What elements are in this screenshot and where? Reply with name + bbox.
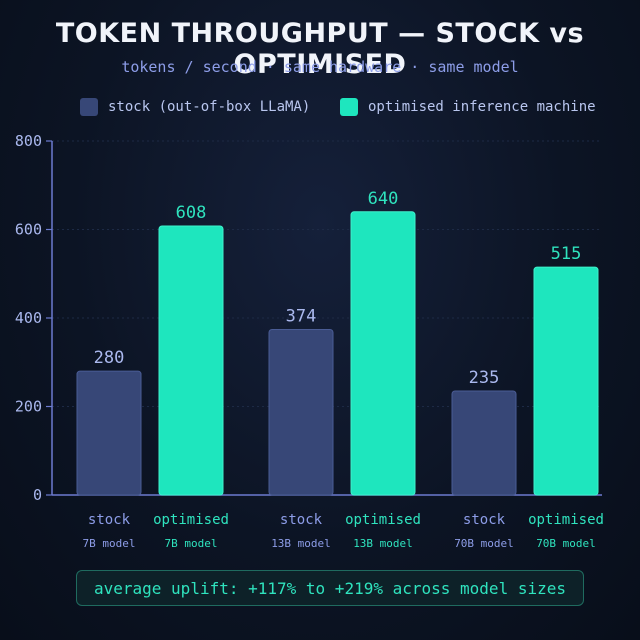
y-tick-label: 600 (15, 221, 42, 239)
x-category-label: optimised (528, 512, 604, 528)
y-tick-label: 800 (15, 132, 42, 150)
chart-title: TOKEN THROUGHPUT — STOCK vs OPTIMISED (55, 18, 585, 80)
legend-swatch-optimised (340, 98, 358, 116)
x-category-sublabel: 13B model (271, 537, 331, 550)
bar-value-label: 235 (469, 368, 500, 388)
x-category-sublabel: 7B model (165, 537, 218, 550)
legend-item-optimised: optimised inference machine (340, 96, 596, 118)
chart-subtitle: tokens / second · same hardware · same m… (121, 58, 519, 76)
x-category-sublabel: 70B model (536, 537, 596, 550)
bar-value-label: 640 (368, 189, 399, 209)
x-category-sublabel: 13B model (353, 537, 413, 550)
legend-label-stock: stock (out-of-box LLaMA) (108, 99, 311, 115)
bar-value-label: 374 (286, 307, 317, 327)
bar-optimised (533, 266, 599, 496)
y-tick-label: 400 (15, 309, 42, 327)
legend-label-optimised: optimised inference machine (368, 99, 596, 115)
legend-swatch-stock (80, 98, 98, 116)
x-category-label: stock (88, 512, 131, 528)
legend-item-stock: stock (out-of-box LLaMA) (80, 96, 310, 118)
bar-optimised (350, 211, 416, 496)
x-category-label: stock (463, 512, 506, 528)
bar-stock (268, 329, 334, 496)
x-category-label: stock (280, 512, 323, 528)
x-category-sublabel: 7B model (83, 537, 136, 550)
bar-value-label: 608 (176, 203, 207, 223)
bar-stock (76, 370, 142, 496)
x-category-label: optimised (345, 512, 421, 528)
uplift-summary-box: average uplift: +117% to +219% across mo… (76, 570, 584, 606)
y-tick-label: 200 (15, 398, 42, 416)
uplift-summary-text: average uplift: +117% to +219% across mo… (93, 578, 566, 598)
y-tick-label: 0 (33, 486, 42, 504)
bar-value-label: 280 (94, 348, 125, 368)
x-category-label: optimised (153, 512, 229, 528)
bar-optimised (158, 225, 224, 496)
bar-stock (451, 390, 517, 496)
bar-value-label: 515 (551, 244, 582, 264)
x-category-sublabel: 70B model (454, 537, 514, 550)
